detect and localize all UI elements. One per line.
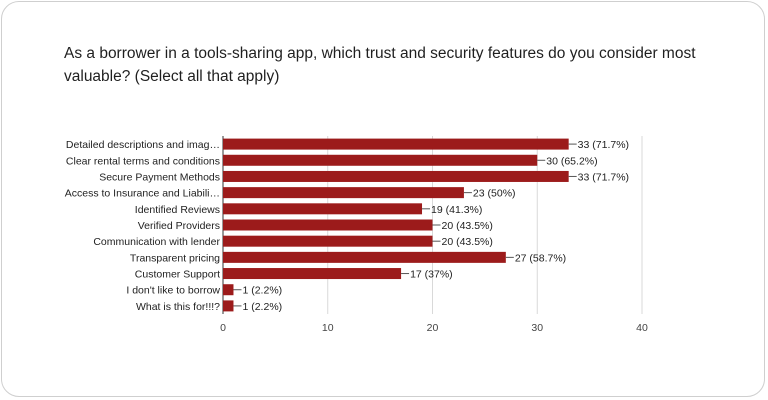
data-label: 20 (43.5%) — [442, 236, 493, 248]
bar — [223, 235, 433, 247]
data-label: 19 (41.3%) — [431, 204, 482, 216]
bar — [223, 187, 464, 199]
category-label: Customer Support — [135, 269, 220, 281]
bar — [223, 268, 402, 280]
category-label: What is this for!!!? — [136, 301, 220, 313]
bar — [223, 251, 506, 263]
category-label: Verified Providers — [138, 220, 220, 232]
data-label: 1 (2.2%) — [242, 285, 282, 297]
bar — [223, 154, 538, 166]
bar — [223, 219, 433, 231]
x-tick-label: 40 — [636, 322, 648, 334]
x-tick-label: 30 — [531, 322, 543, 334]
data-label: 23 (50%) — [473, 188, 516, 200]
bar — [223, 138, 569, 150]
category-label: Transparent pricing — [130, 252, 220, 264]
question-title: As a borrower in a tools-sharing app, wh… — [64, 45, 696, 85]
bar — [223, 170, 569, 182]
data-label: 17 (37%) — [410, 269, 453, 281]
data-label: 27 (58.7%) — [515, 252, 566, 264]
bar — [223, 300, 234, 312]
category-label: Communication with lender — [93, 236, 220, 248]
category-label: Access to Insurance and Liabili… — [65, 188, 220, 200]
x-tick-label: 20 — [427, 322, 439, 334]
x-tick-label: 0 — [220, 322, 226, 334]
category-label: Detailed descriptions and imag… — [66, 139, 220, 151]
data-label: 20 (43.5%) — [442, 220, 493, 232]
category-label: Identified Reviews — [135, 204, 220, 216]
bar — [223, 284, 234, 296]
data-label: 33 (71.7%) — [578, 171, 629, 183]
x-tick-label: 10 — [322, 322, 334, 334]
data-label: 30 (65.2%) — [546, 155, 597, 167]
bar — [223, 203, 423, 215]
category-label: Secure Payment Methods — [99, 171, 220, 183]
category-label: Clear rental terms and conditions — [66, 155, 220, 167]
data-label: 33 (71.7%) — [578, 139, 629, 151]
category-label: I don't like to borrow — [126, 285, 220, 297]
data-label: 1 (2.2%) — [242, 301, 282, 313]
